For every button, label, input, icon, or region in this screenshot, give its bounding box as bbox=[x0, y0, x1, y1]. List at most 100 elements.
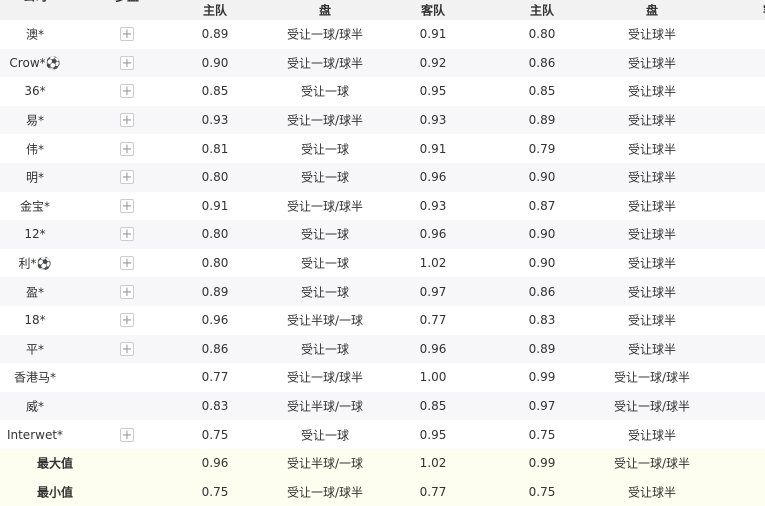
header-handicap-1: 盘 bbox=[318, 3, 332, 18]
away-odds-1: 0.77 bbox=[419, 484, 447, 499]
handicap-2: 受让球半 bbox=[627, 199, 677, 214]
handicap-1: 受让一球/球半 bbox=[286, 485, 364, 500]
handicap-1: 受让半球/一球 bbox=[286, 399, 364, 414]
home-odds-1: 0.75 bbox=[201, 427, 229, 442]
away-odds-1: 0.96 bbox=[419, 227, 447, 242]
handicap-1: 受让一球 bbox=[300, 342, 350, 357]
company-name: 澳* bbox=[25, 27, 45, 42]
away-odds-1: 0.93 bbox=[419, 113, 447, 128]
table-header: 公司 多盘 主队 盘 客队 主队 盘 客队 bbox=[0, 0, 765, 20]
away-odds-1: 1.02 bbox=[419, 256, 447, 271]
plus-icon[interactable]: + bbox=[120, 113, 134, 129]
home-odds-1: 0.85 bbox=[201, 84, 229, 99]
handicap-2: 受让球半 bbox=[627, 27, 677, 42]
plus-icon[interactable]: + bbox=[120, 55, 134, 71]
away-odds-1: 0.92 bbox=[419, 55, 447, 70]
company-name: 威* bbox=[25, 399, 45, 414]
home-odds-2: 0.80 bbox=[528, 27, 556, 42]
company-name: 最小值 bbox=[36, 485, 74, 500]
home-odds-1: 0.91 bbox=[201, 198, 229, 213]
plus-icon[interactable]: + bbox=[120, 427, 134, 443]
home-odds-1: 0.96 bbox=[201, 456, 229, 471]
home-odds-2: 0.87 bbox=[528, 198, 556, 213]
home-odds-2: 0.85 bbox=[528, 84, 556, 99]
home-odds-1: 0.86 bbox=[201, 341, 229, 356]
handicap-1: 受让一球 bbox=[300, 142, 350, 157]
plus-icon[interactable]: + bbox=[120, 170, 134, 186]
company-name: 最大值 bbox=[36, 456, 74, 471]
home-odds-2: 0.75 bbox=[528, 427, 556, 442]
handicap-1: 受让一球/球半 bbox=[286, 113, 364, 128]
home-odds-2: 0.86 bbox=[528, 284, 556, 299]
header-away-1: 客队 bbox=[420, 3, 446, 18]
home-odds-2: 0.75 bbox=[528, 484, 556, 499]
away-odds-1: 1.02 bbox=[419, 456, 447, 471]
away-odds-1: 1.00 bbox=[419, 370, 447, 385]
handicap-2: 受让球半 bbox=[627, 84, 677, 99]
header-handicap-2: 盘 bbox=[645, 3, 659, 18]
home-odds-1: 0.93 bbox=[201, 113, 229, 128]
home-odds-1: 0.90 bbox=[201, 55, 229, 70]
away-odds-1: 0.95 bbox=[419, 84, 447, 99]
handicap-2: 受让球半 bbox=[627, 56, 677, 71]
handicap-2: 受让球半 bbox=[627, 113, 677, 128]
away-odds-1: 0.91 bbox=[419, 141, 447, 156]
plus-icon[interactable]: + bbox=[120, 27, 134, 43]
home-odds-1: 0.80 bbox=[201, 227, 229, 242]
home-odds-1: 0.80 bbox=[201, 256, 229, 271]
away-odds-1: 0.95 bbox=[419, 427, 447, 442]
away-odds-1: 0.77 bbox=[419, 313, 447, 328]
handicap-2: 受让球半 bbox=[627, 342, 677, 357]
plus-icon[interactable]: + bbox=[120, 284, 134, 300]
header-company: 公司 bbox=[23, 0, 47, 5]
company-name: 金宝* bbox=[19, 199, 51, 214]
handicap-2: 受让球半 bbox=[627, 170, 677, 185]
header-home-1: 主队 bbox=[202, 3, 228, 18]
handicap-1: 受让一球/球半 bbox=[286, 370, 364, 385]
handicap-1: 受让一球/球半 bbox=[286, 199, 364, 214]
home-odds-1: 0.80 bbox=[201, 170, 229, 185]
company-name: 平* bbox=[25, 342, 45, 357]
home-odds-1: 0.96 bbox=[201, 313, 229, 328]
company-name: 12* bbox=[24, 227, 46, 242]
home-odds-1: 0.75 bbox=[201, 484, 229, 499]
plus-icon[interactable]: + bbox=[120, 341, 134, 357]
header-multi: 多盘 bbox=[115, 0, 139, 5]
handicap-2: 受让一球/球半 bbox=[613, 399, 691, 414]
company-name: Crow*⚽ bbox=[9, 55, 61, 70]
home-odds-2: 0.83 bbox=[528, 313, 556, 328]
handicap-2: 受让球半 bbox=[627, 428, 677, 443]
plus-icon[interactable]: + bbox=[120, 198, 134, 214]
handicap-1: 受让一球 bbox=[300, 285, 350, 300]
home-odds-2: 0.99 bbox=[528, 370, 556, 385]
plus-icon[interactable]: + bbox=[120, 256, 134, 272]
home-odds-1: 0.81 bbox=[201, 141, 229, 156]
handicap-1: 受让半球/一球 bbox=[286, 456, 364, 471]
away-odds-1: 0.85 bbox=[419, 399, 447, 414]
home-odds-1: 0.89 bbox=[201, 27, 229, 42]
home-odds-2: 0.90 bbox=[528, 256, 556, 271]
handicap-2: 受让球半 bbox=[627, 142, 677, 157]
company-name: Interwet* bbox=[6, 427, 64, 442]
handicap-1: 受让半球/一球 bbox=[286, 313, 364, 328]
plus-icon[interactable]: + bbox=[120, 313, 134, 329]
handicap-1: 受让一球 bbox=[300, 428, 350, 443]
handicap-1: 受让一球 bbox=[300, 84, 350, 99]
handicap-2: 受让球半 bbox=[627, 313, 677, 328]
plus-icon[interactable]: + bbox=[120, 141, 134, 157]
plus-icon[interactable]: + bbox=[120, 227, 134, 243]
plus-icon[interactable]: + bbox=[120, 84, 134, 100]
